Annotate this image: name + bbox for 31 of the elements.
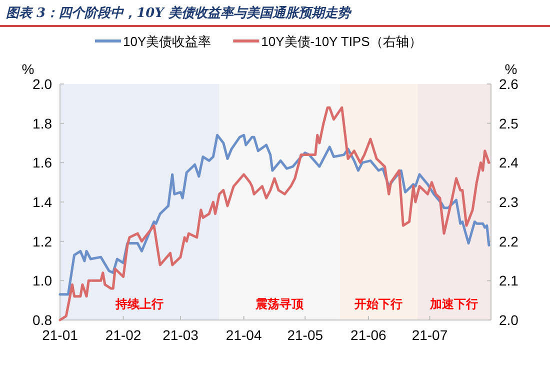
band-label: 震荡寻顶 — [254, 297, 305, 311]
x-tick-label: 21-01 — [42, 327, 78, 343]
y2-tick-label: 2.5 — [499, 115, 519, 132]
y2-tick-label: 2.4 — [499, 154, 519, 171]
chart-title: 图表 3：四个阶段中，10Y 美债收益率与美国通胀预期走势 — [6, 5, 352, 21]
y2-tick-label: 2.2 — [499, 233, 519, 250]
y-tick-label: 2.0 — [32, 76, 52, 92]
y2-tick-label: 2.6 — [499, 76, 519, 92]
x-tick-label: 21-03 — [162, 327, 199, 343]
y2-axis-title: % — [504, 61, 518, 77]
y-axis-title: % — [22, 61, 34, 77]
y-tick-label: 1.6 — [32, 154, 52, 171]
y2-tick-label: 2.1 — [499, 272, 519, 289]
y-tick-label: 1.4 — [32, 194, 52, 210]
x-tick-label: 21-07 — [412, 327, 448, 343]
x-tick-label: 21-04 — [226, 327, 262, 343]
y-tick-label: 1.0 — [32, 272, 52, 289]
band-label: 持续上行 — [114, 297, 164, 311]
line-series — [58, 134, 490, 296]
x-tick-label: 21-02 — [105, 327, 142, 343]
x-tick-label: 21-05 — [287, 327, 324, 343]
band-label: 开始下行 — [354, 297, 403, 311]
y2-tick-label: 2.3 — [499, 194, 519, 210]
y-tick-label: 1.2 — [32, 233, 52, 250]
y-tick-label: 0.8 — [32, 312, 52, 328]
band-label: 加速下行 — [429, 297, 478, 311]
y-tick-label: 1.8 — [32, 115, 52, 132]
y2-tick-label: 2.0 — [499, 312, 519, 328]
legend-label: 10Y美债收益率 — [123, 34, 212, 49]
legend-label: 10Y美债-10Y TIPS（右轴） — [261, 34, 422, 49]
x-tick-label: 21-06 — [350, 327, 387, 343]
